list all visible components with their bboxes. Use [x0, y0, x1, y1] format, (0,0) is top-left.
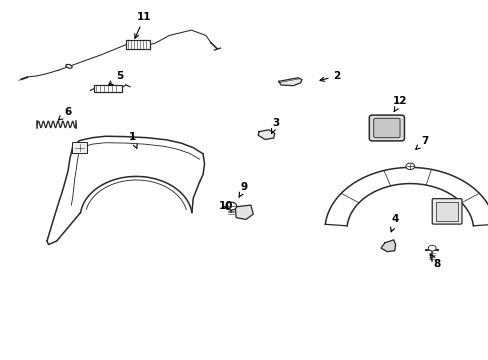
Text: 11: 11 — [135, 12, 151, 38]
Text: 9: 9 — [239, 182, 247, 197]
FancyBboxPatch shape — [368, 115, 404, 141]
Circle shape — [225, 202, 236, 210]
Text: 5: 5 — [108, 71, 123, 85]
Polygon shape — [235, 205, 253, 220]
Text: 4: 4 — [390, 215, 399, 232]
Polygon shape — [258, 130, 274, 139]
Circle shape — [405, 163, 414, 170]
FancyBboxPatch shape — [94, 85, 122, 93]
Circle shape — [427, 245, 435, 251]
Ellipse shape — [66, 64, 72, 68]
Text: 10: 10 — [218, 201, 233, 211]
Text: 7: 7 — [415, 136, 427, 149]
FancyBboxPatch shape — [435, 202, 457, 221]
Text: 1: 1 — [128, 132, 137, 148]
FancyBboxPatch shape — [373, 118, 399, 138]
FancyBboxPatch shape — [431, 199, 461, 224]
Text: 3: 3 — [271, 118, 279, 133]
Text: 12: 12 — [392, 96, 407, 112]
Text: 8: 8 — [429, 254, 440, 269]
FancyBboxPatch shape — [126, 40, 150, 49]
FancyBboxPatch shape — [72, 142, 87, 153]
Polygon shape — [380, 240, 395, 252]
Polygon shape — [278, 78, 302, 86]
Text: 6: 6 — [58, 107, 71, 120]
Text: 2: 2 — [320, 71, 340, 81]
